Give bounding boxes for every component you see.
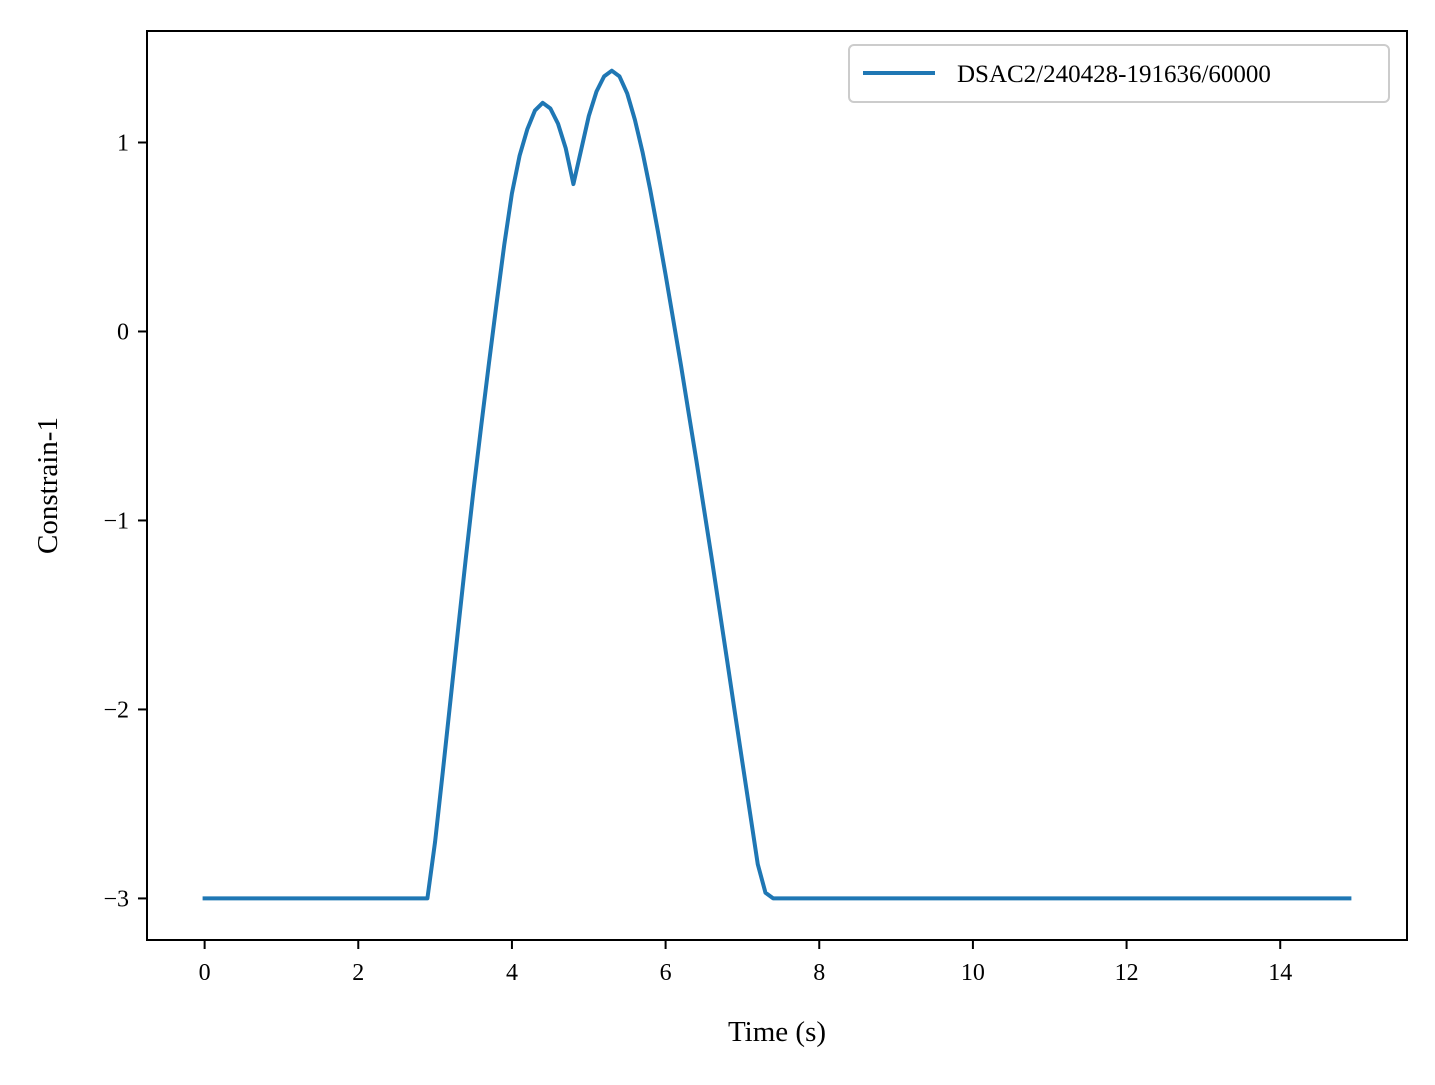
series-line-1 xyxy=(202,68,1352,901)
y-axis-ticks: −3 −2 −1 0 1 xyxy=(103,130,147,912)
x-tick-label: 2 xyxy=(352,960,364,986)
y-tick-label: −1 xyxy=(103,508,129,534)
x-tick-label: 8 xyxy=(813,960,825,986)
plot-area-frame xyxy=(146,30,1408,941)
y-tick-label: 1 xyxy=(117,130,129,156)
y-axis-label: Constrain-1 xyxy=(32,417,64,554)
x-tick-label: 6 xyxy=(660,960,672,986)
y-tick-label: 0 xyxy=(117,319,129,345)
x-tick-label: 0 xyxy=(199,960,211,986)
x-axis-ticks: 0 2 4 6 8 10 12 14 xyxy=(199,940,1292,986)
series-layer xyxy=(202,68,1352,901)
x-tick-label: 4 xyxy=(506,960,518,986)
legend-entry-label: DSAC2/240428-191636/60000 xyxy=(957,61,1271,88)
x-tick-label: 10 xyxy=(961,960,985,986)
legend: DSAC2/240428-191636/60000 xyxy=(848,44,1390,103)
x-axis-label: Time (s) xyxy=(728,1016,826,1048)
x-tick-label: 12 xyxy=(1115,960,1139,986)
y-tick-label: −2 xyxy=(103,697,129,723)
x-tick-label: 14 xyxy=(1268,960,1292,986)
legend-box xyxy=(848,44,1390,103)
y-tick-label: −3 xyxy=(103,886,129,912)
